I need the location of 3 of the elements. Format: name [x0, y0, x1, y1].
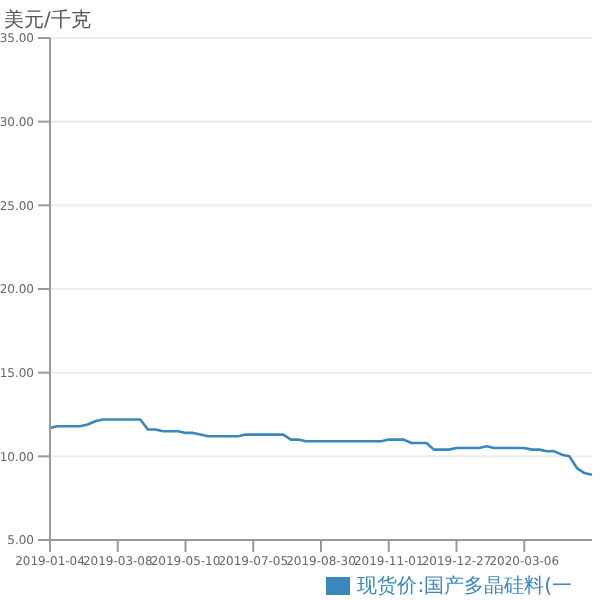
line-series: [48, 418, 594, 477]
y-axis-title: 美元/千克: [4, 7, 91, 33]
legend-label: 现货价:国产多晶硅料(一: [357, 576, 572, 598]
